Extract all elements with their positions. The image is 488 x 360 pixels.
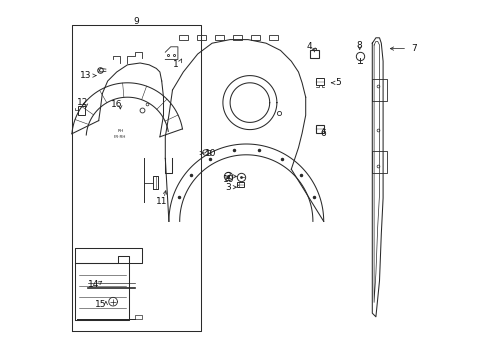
- Text: RH: RH: [117, 129, 123, 134]
- Text: 6: 6: [320, 129, 326, 138]
- Text: 13: 13: [80, 71, 92, 80]
- Text: 11: 11: [156, 197, 167, 206]
- Text: 8: 8: [356, 40, 362, 49]
- Bar: [309, 50, 318, 58]
- Bar: [268, 35, 277, 40]
- Text: 3: 3: [225, 183, 231, 192]
- Bar: [179, 35, 187, 40]
- Text: 10: 10: [222, 175, 234, 184]
- Bar: [232, 35, 241, 40]
- Bar: [215, 35, 223, 40]
- Text: 10: 10: [204, 149, 216, 158]
- Text: 4: 4: [306, 42, 311, 51]
- Bar: [197, 35, 205, 40]
- Text: 1: 1: [173, 60, 179, 69]
- Bar: [316, 78, 324, 85]
- Text: 9: 9: [133, 17, 139, 26]
- Bar: [236, 182, 244, 187]
- Bar: [78, 106, 84, 115]
- Bar: [316, 125, 324, 133]
- Bar: [250, 35, 259, 40]
- Text: 7: 7: [410, 44, 416, 53]
- Text: 16: 16: [111, 100, 122, 109]
- Text: FR·RH: FR·RH: [114, 135, 126, 139]
- Text: 15: 15: [95, 300, 106, 309]
- Text: 5: 5: [335, 78, 340, 87]
- Text: 12: 12: [77, 98, 88, 107]
- Text: 2: 2: [225, 172, 231, 181]
- Text: 14: 14: [87, 280, 99, 289]
